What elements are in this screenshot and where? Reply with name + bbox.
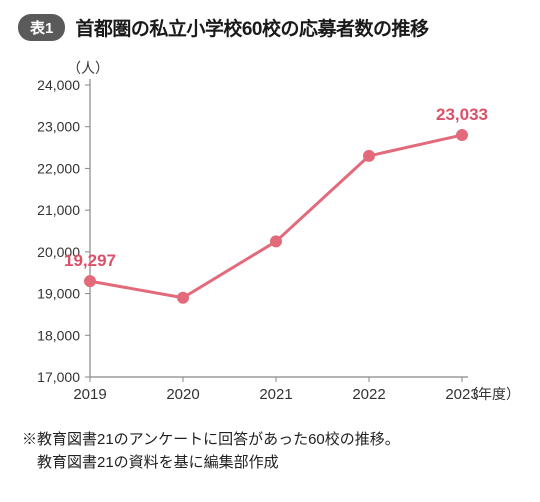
- data-point-label: 23,033: [436, 105, 488, 124]
- y-tick-label: 17,000: [37, 369, 80, 385]
- data-line: [90, 135, 462, 298]
- chart-container: 17,00018,00019,00020,00021,00022,00023,0…: [18, 55, 522, 420]
- x-tick-label: 2022: [352, 386, 385, 403]
- footnote-line-2: 教育図書21の資料を基に編集部作成: [22, 451, 518, 474]
- x-axis-unit: （年度）: [464, 386, 520, 402]
- y-axis-unit: （人）: [67, 60, 109, 76]
- line-chart: 17,00018,00019,00020,00021,00022,00023,0…: [18, 55, 522, 415]
- chart-header: 表1 首都圏の私立小学校60校の応募者数の推移: [0, 0, 540, 49]
- footnote-line-1: ※教育図書21のアンケートに回答があった60校の推移。: [22, 428, 518, 451]
- y-tick-label: 19,000: [37, 286, 80, 302]
- y-tick-label: 21,000: [37, 202, 80, 218]
- chart-title: 首都圏の私立小学校60校の応募者数の推移: [75, 14, 428, 41]
- data-marker: [84, 275, 96, 287]
- x-tick-label: 2021: [259, 386, 292, 403]
- x-tick-label: 2020: [166, 386, 199, 403]
- data-marker: [270, 235, 282, 247]
- table-badge: 表1: [18, 14, 65, 41]
- data-marker: [177, 292, 189, 304]
- y-tick-label: 23,000: [37, 119, 80, 135]
- data-marker: [456, 129, 468, 141]
- chart-footnote: ※教育図書21のアンケートに回答があった60校の推移。 教育図書21の資料を基に…: [0, 420, 540, 475]
- data-point-label: 19,297: [64, 251, 116, 270]
- data-marker: [363, 150, 375, 162]
- y-tick-label: 24,000: [37, 77, 80, 93]
- y-tick-label: 22,000: [37, 160, 80, 176]
- x-tick-label: 2019: [73, 386, 106, 403]
- y-tick-label: 18,000: [37, 327, 80, 343]
